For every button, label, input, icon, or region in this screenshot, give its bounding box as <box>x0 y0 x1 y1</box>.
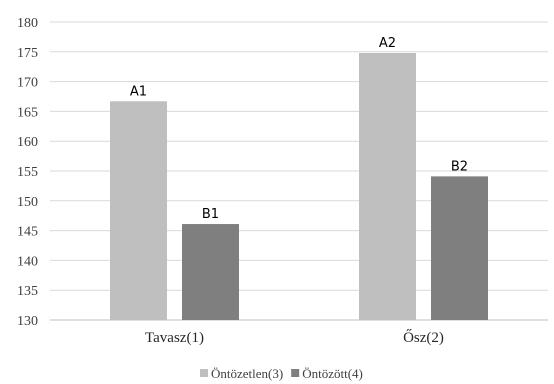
y-tick-label: 160 <box>17 135 38 150</box>
data-labels: A1 B1 A2 B2 <box>130 36 468 222</box>
data-label: A2 <box>379 36 396 51</box>
data-label: A1 <box>130 84 147 99</box>
bar-a2 <box>359 52 416 320</box>
y-tick-label: 170 <box>17 76 38 91</box>
x-category-label: Ősz(2) <box>403 329 444 346</box>
bars <box>110 52 488 320</box>
x-axis-categories: Tavasz(1) Ősz(2) <box>145 329 444 346</box>
data-label: B1 <box>202 207 219 222</box>
y-tick-label: 150 <box>17 195 38 210</box>
bar-b2 <box>431 176 488 320</box>
y-tick-label: 145 <box>17 225 38 240</box>
x-category-label: Tavasz(1) <box>145 330 204 346</box>
y-tick-label: 140 <box>17 254 38 269</box>
data-label: B2 <box>451 159 468 174</box>
y-tick-label: 175 <box>17 46 38 61</box>
y-tick-label: 130 <box>17 314 38 329</box>
y-tick-label: 135 <box>17 284 38 299</box>
y-tick-label: 180 <box>17 16 38 31</box>
y-axis-ticks: 130 135 140 145 150 155 160 165 170 175 180 <box>17 16 38 329</box>
bar-a1 <box>110 101 167 320</box>
bar-b1 <box>182 224 239 320</box>
legend-label: Öntözetlen(3) <box>211 366 283 381</box>
legend: Öntözetlen(3) Öntözött(4) <box>200 366 363 381</box>
legend-label: Öntözött(4) <box>302 366 363 381</box>
legend-swatch <box>200 369 208 377</box>
legend-swatch <box>291 369 300 377</box>
y-tick-label: 155 <box>17 165 38 180</box>
y-tick-label: 165 <box>17 105 38 120</box>
